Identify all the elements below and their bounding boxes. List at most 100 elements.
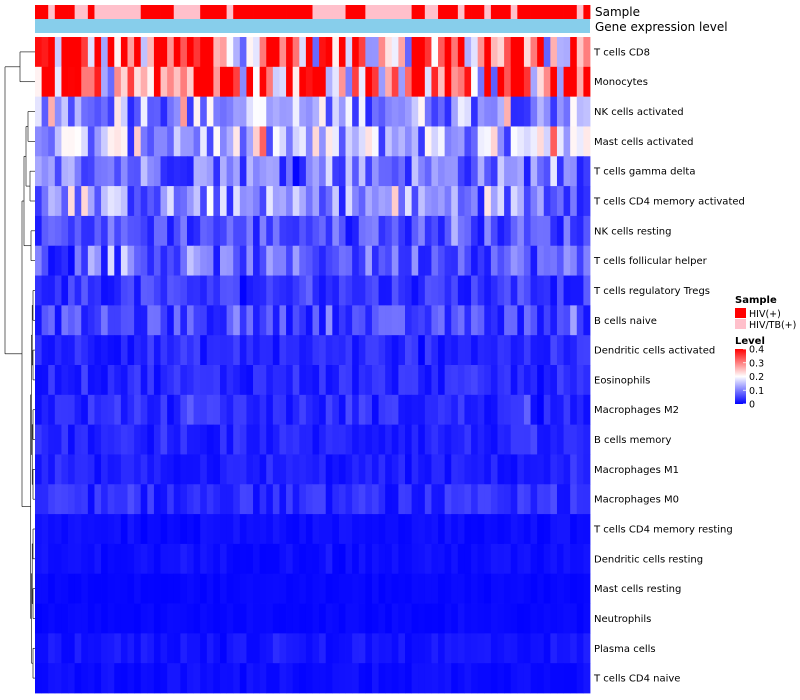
sample-annotation-cell [504, 5, 512, 19]
heatmap-cell [517, 394, 525, 426]
sample-annotation-cell [226, 5, 234, 19]
heatmap-cell [41, 156, 49, 187]
heatmap-cell [160, 335, 168, 366]
heatmap-cell [233, 215, 241, 247]
heatmap-cell [332, 365, 340, 396]
heatmap-cell [537, 365, 545, 396]
heatmap-cell [438, 96, 446, 127]
heatmap-cell [140, 573, 148, 604]
heatmap-cell [305, 275, 313, 306]
heatmap-cell [279, 305, 287, 336]
heatmap-cell [457, 37, 465, 68]
heatmap-cell [200, 66, 208, 98]
heatmap-cell [385, 573, 393, 604]
sample-annotation-cell [312, 5, 320, 19]
heatmap-cell [338, 424, 346, 455]
sample-annotation-cell [147, 5, 155, 19]
heatmap-cell [510, 156, 518, 187]
heatmap-cell [444, 305, 452, 336]
heatmap-cell [35, 335, 43, 366]
heatmap-cell [484, 305, 492, 336]
heatmap-cell [167, 514, 175, 545]
heatmap-cell [471, 633, 479, 664]
heatmap-cell [226, 305, 234, 336]
heatmap-cell [266, 37, 274, 68]
heatmap-cell [556, 424, 564, 455]
heatmap-cell [398, 215, 406, 247]
heatmap-cell [391, 96, 399, 127]
heatmap-cell [543, 573, 551, 604]
sample-annotation-cell [484, 5, 492, 19]
heatmap-cell [550, 454, 558, 485]
heatmap-cell [570, 275, 578, 306]
heatmap-cell [233, 365, 241, 396]
heatmap-cell [471, 424, 479, 455]
heatmap-cell [490, 37, 498, 68]
heatmap-cell [134, 394, 142, 426]
heatmap-cell [563, 633, 571, 664]
heatmap-cell [226, 96, 234, 127]
heatmap-cell [583, 186, 591, 217]
heatmap-cell [365, 514, 373, 545]
heatmap-cell [48, 275, 56, 306]
heatmap-cell [101, 424, 109, 455]
heatmap-cell [398, 514, 406, 545]
heatmap-cell [497, 245, 505, 276]
heatmap-cell [140, 156, 148, 187]
heatmap-cell [233, 603, 241, 634]
heatmap-cell [338, 514, 346, 545]
sample-annotation-cell [180, 5, 188, 19]
heatmap-cell [160, 275, 168, 306]
heatmap-cell [81, 484, 89, 515]
heatmap-cell [484, 275, 492, 306]
heatmap-cell [299, 126, 307, 157]
heatmap-cell [94, 186, 102, 217]
heatmap-cell [120, 663, 128, 694]
heatmap-cell [286, 633, 294, 664]
heatmap-cell [167, 633, 175, 664]
heatmap-cell [239, 66, 247, 98]
heatmap-cell [305, 484, 313, 515]
heatmap-cell [114, 96, 122, 127]
heatmap-cell [444, 275, 452, 306]
sample-annotation-cell [193, 5, 201, 19]
heatmap-cell [391, 275, 399, 306]
heatmap-cell [358, 275, 366, 306]
heatmap-cell [543, 305, 551, 336]
heatmap-cell [451, 454, 459, 485]
heatmap-cell [41, 37, 49, 68]
row-label: T cells CD4 naive [593, 674, 680, 685]
heatmap-cell [457, 365, 465, 396]
heatmap-cell [338, 365, 346, 396]
heatmap-cell [523, 543, 531, 575]
heatmap-cell [266, 454, 274, 485]
heatmap-cell [233, 454, 241, 485]
heatmap-cell [530, 245, 538, 276]
heatmap-cell [259, 454, 267, 485]
heatmap-cell [74, 96, 82, 127]
heatmap-cell [206, 633, 214, 664]
heatmap-cell [444, 514, 452, 545]
heatmap-cell [239, 186, 247, 217]
heatmap-cell [101, 543, 109, 575]
heatmap-cell [200, 156, 208, 187]
heatmap-cell [418, 573, 426, 604]
sample-annotation-cell [332, 5, 340, 19]
heatmap-cell [87, 633, 95, 664]
level-tick-label: 0.4 [749, 345, 764, 356]
heatmap-cell [378, 305, 386, 336]
heatmap-cell [411, 126, 419, 157]
heatmap-cell [504, 663, 512, 694]
heatmap-cell [41, 514, 49, 545]
heatmap-cell [272, 633, 280, 664]
heatmap-cell [319, 305, 327, 336]
heatmap-cell [517, 603, 525, 634]
heatmap-cell [411, 454, 419, 485]
heatmap-cell [537, 573, 545, 604]
sample-annotation-cell [371, 5, 379, 19]
heatmap-cell [537, 543, 545, 575]
sample-annotation-cell [48, 5, 56, 19]
heatmap-cell [233, 96, 241, 127]
heatmap-cell [438, 424, 446, 455]
heatmap-cell [120, 394, 128, 426]
